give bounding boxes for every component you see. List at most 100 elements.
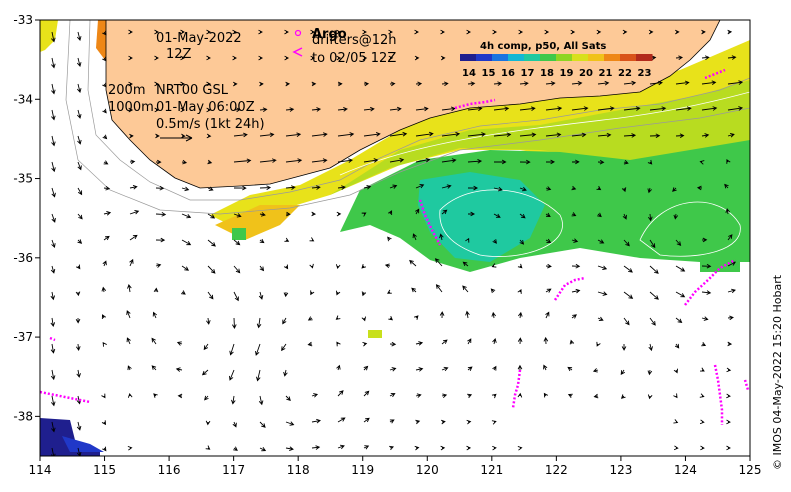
current-arrow bbox=[337, 390, 344, 397]
current-arrow bbox=[361, 291, 367, 297]
current-arrow bbox=[623, 265, 633, 273]
current-arrow bbox=[311, 211, 317, 217]
current-arrow bbox=[285, 185, 296, 190]
current-arrow bbox=[128, 107, 134, 113]
current-arrow bbox=[724, 183, 729, 189]
current-arrow bbox=[126, 337, 131, 345]
colorbar-swatch bbox=[556, 54, 573, 61]
isobath-200-label: 200m bbox=[108, 83, 145, 98]
scale-arrow bbox=[160, 134, 193, 142]
current-arrow bbox=[151, 337, 157, 345]
current-arrow bbox=[727, 55, 737, 60]
current-arrow bbox=[466, 419, 472, 425]
x-axis: 114 115 116 117 118 119 120 121 122 123 124 125 bbox=[29, 456, 761, 477]
current-arrow bbox=[50, 395, 56, 407]
current-arrow bbox=[545, 132, 562, 138]
current-arrow bbox=[336, 55, 342, 61]
drifter-tracks bbox=[40, 68, 750, 425]
product-time: 01-May 06:00Z bbox=[156, 100, 255, 115]
current-arrow bbox=[571, 159, 580, 165]
current-arrow bbox=[519, 213, 526, 219]
current-arrow bbox=[466, 445, 472, 451]
current-arrow bbox=[153, 287, 159, 293]
current-arrow bbox=[181, 265, 190, 271]
current-arrow bbox=[415, 81, 423, 87]
current-arrow bbox=[311, 81, 317, 87]
x-tick-label: 118 bbox=[287, 463, 310, 477]
x-tick-label: 123 bbox=[609, 463, 632, 477]
sst-fragment bbox=[368, 330, 382, 338]
current-arrow bbox=[623, 239, 630, 247]
y-tick-label: -35 bbox=[13, 172, 33, 186]
current-arrow bbox=[101, 314, 107, 320]
current-arrow bbox=[311, 107, 322, 112]
colorbar-tick-label: 22 bbox=[618, 68, 632, 79]
current-arrow bbox=[361, 263, 367, 269]
current-arrow bbox=[545, 311, 550, 319]
current-arrow bbox=[362, 29, 367, 35]
current-arrow bbox=[311, 445, 321, 450]
current-arrow bbox=[129, 159, 136, 165]
current-arrow bbox=[102, 82, 107, 88]
colorbar-swatch bbox=[508, 54, 525, 61]
current-arrow bbox=[259, 81, 264, 87]
current-arrow bbox=[285, 132, 302, 137]
current-arrow bbox=[672, 187, 677, 192]
current-arrow bbox=[50, 291, 56, 301]
current-arrow bbox=[127, 283, 132, 293]
current-arrow bbox=[621, 343, 627, 351]
current-arrow bbox=[77, 135, 82, 145]
current-arrow bbox=[103, 211, 112, 216]
current-arrow bbox=[415, 106, 429, 112]
drifter-track bbox=[511, 369, 522, 409]
current-arrow bbox=[441, 106, 456, 112]
current-arrow bbox=[282, 317, 287, 325]
current-arrow bbox=[571, 263, 581, 269]
current-arrow bbox=[388, 210, 393, 216]
sea-level-contour bbox=[339, 91, 750, 176]
current-arrow bbox=[51, 83, 56, 95]
current-arrow bbox=[337, 417, 346, 423]
current-arrow bbox=[701, 133, 710, 138]
current-arrow bbox=[726, 159, 731, 164]
current-arrow bbox=[623, 291, 634, 299]
current-arrow bbox=[675, 265, 686, 272]
current-arrow bbox=[545, 288, 552, 293]
current-arrow bbox=[519, 81, 529, 86]
current-arrow bbox=[415, 419, 421, 425]
drifter-track bbox=[49, 336, 56, 342]
current-arrow bbox=[648, 29, 654, 35]
current-arrow bbox=[597, 265, 608, 270]
current-arrow bbox=[285, 211, 291, 217]
isobath-1000-label: 1000m bbox=[108, 100, 154, 115]
current-arrow bbox=[545, 159, 556, 165]
current-arrow bbox=[207, 186, 214, 191]
x-tick-label: 115 bbox=[93, 463, 116, 477]
drifter-track bbox=[684, 258, 736, 306]
current-arrow bbox=[647, 394, 653, 400]
current-arrow bbox=[545, 263, 552, 269]
current-arrow bbox=[567, 366, 573, 372]
current-arrow bbox=[726, 367, 732, 373]
current-arrow bbox=[727, 29, 733, 35]
current-arrow bbox=[259, 265, 265, 272]
current-arrow bbox=[389, 367, 397, 372]
current-arrow bbox=[128, 81, 133, 87]
current-arrow bbox=[154, 55, 159, 61]
x-tick-label: 122 bbox=[545, 463, 568, 477]
current-arrow bbox=[647, 187, 652, 194]
sst-cold-patch-edge bbox=[62, 436, 104, 452]
current-arrow bbox=[177, 393, 183, 399]
current-arrow bbox=[232, 29, 237, 35]
current-arrow bbox=[285, 421, 295, 426]
current-arrow bbox=[76, 447, 82, 456]
current-arrow bbox=[285, 107, 295, 112]
current-arrow bbox=[259, 107, 268, 112]
current-arrow bbox=[206, 55, 211, 61]
current-arrow bbox=[727, 288, 736, 294]
current-arrow bbox=[415, 341, 424, 346]
current-arrow bbox=[51, 213, 56, 223]
current-arrow bbox=[51, 187, 56, 198]
colorbar-swatch bbox=[476, 54, 493, 61]
current-arrow bbox=[259, 158, 277, 163]
